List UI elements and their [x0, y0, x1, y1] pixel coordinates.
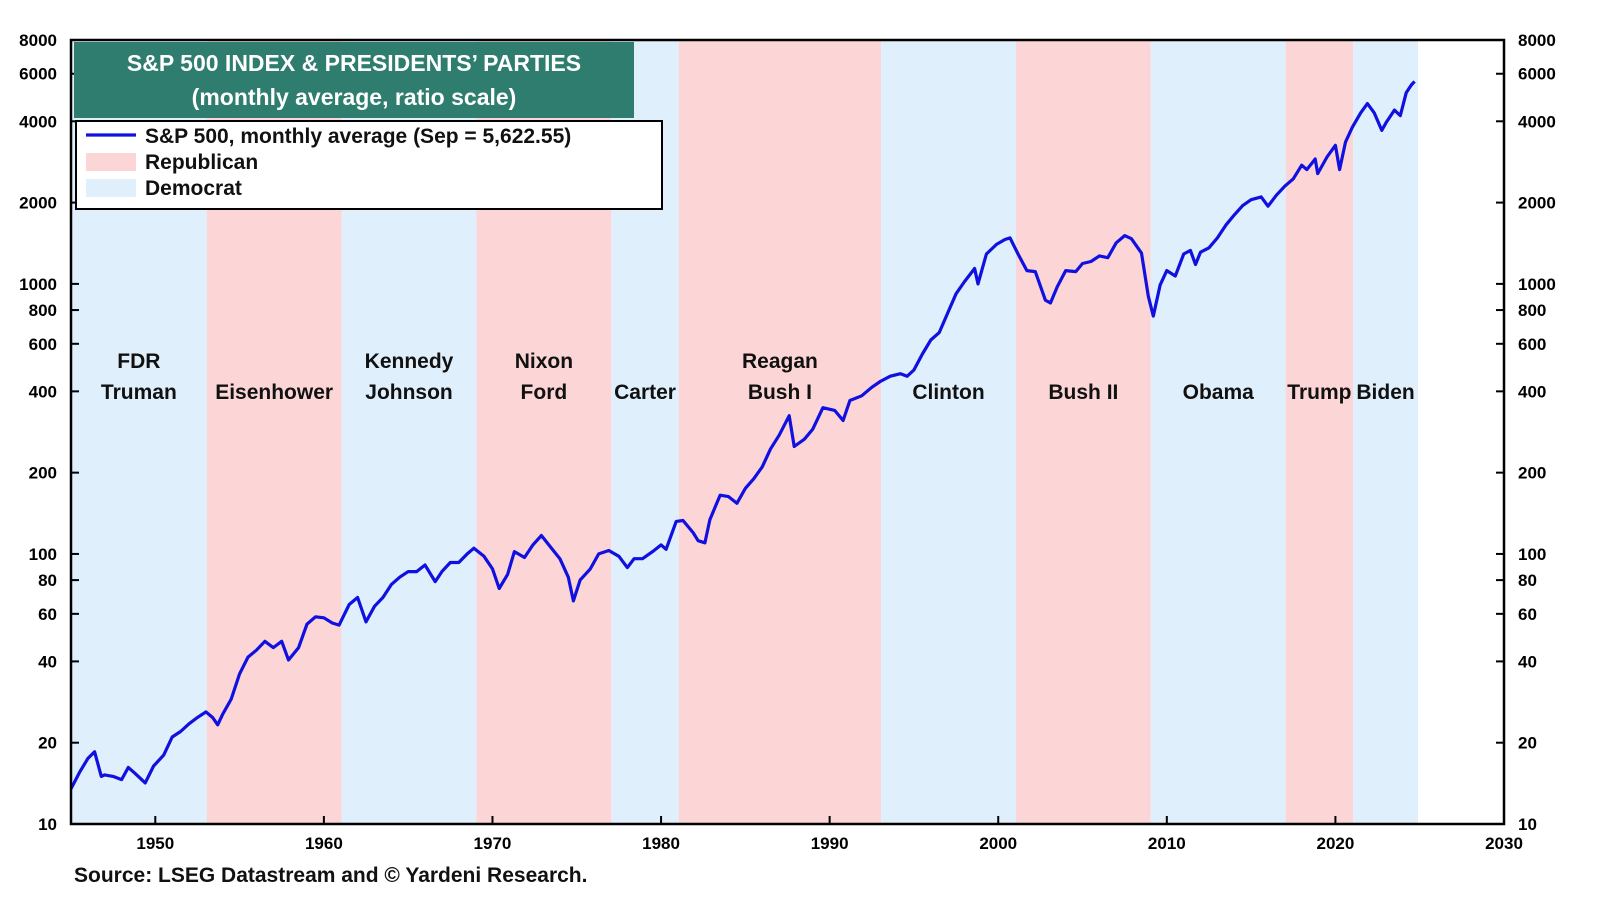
x-tick-label-4: 1990 — [811, 834, 849, 853]
y-tick-label-right-2: 40 — [1518, 652, 1537, 671]
legend: S&P 500, monthly average (Sep = 5,622.55… — [75, 120, 663, 210]
president-label-5-0: Reagan — [742, 350, 818, 373]
legend-label-democrat: Democrat — [145, 177, 242, 200]
legend-label-sp500: S&P 500, monthly average (Sep = 5,622.55… — [145, 125, 571, 148]
x-tick-label-2: 1970 — [474, 834, 512, 853]
president-label-7-0: Bush II — [1048, 381, 1118, 404]
president-label-5-1: Bush I — [748, 381, 812, 404]
x-tick-label-5: 2000 — [979, 834, 1017, 853]
president-label-9-0: Trump — [1287, 381, 1351, 404]
y-tick-label-left-6: 200 — [29, 464, 57, 483]
legend-swatch-democrat — [86, 179, 136, 197]
y-tick-label-left-14: 8000 — [19, 31, 57, 50]
chart-title: S&P 500 INDEX & PRESIDENTS’ PARTIES — [127, 50, 581, 76]
y-tick-label-left-13: 6000 — [19, 65, 57, 84]
president-label-0-1: Truman — [101, 381, 177, 404]
y-tick-label-right-4: 80 — [1518, 571, 1537, 590]
y-tick-label-right-1: 20 — [1518, 734, 1537, 753]
y-tick-label-right-13: 6000 — [1518, 65, 1556, 84]
legend-box — [75, 120, 663, 210]
y-tick-label-left-8: 600 — [29, 335, 57, 354]
y-tick-label-right-0: 10 — [1518, 815, 1537, 834]
y-tick-label-right-6: 200 — [1518, 464, 1546, 483]
chart-subtitle: (monthly average, ratio scale) — [192, 84, 517, 110]
president-label-4-0: Carter — [614, 381, 676, 404]
president-labels: FDR Truman Eisenhower Kennedy Johnson Nixon Fo… — [101, 350, 1415, 404]
y-tick-label-right-7: 400 — [1518, 382, 1546, 401]
president-label-1-0: Eisenhower — [215, 381, 333, 404]
y-tick-label-left-3: 60 — [38, 605, 57, 624]
legend-label-republican: Republican — [145, 151, 258, 174]
y-tick-label-right-10: 1000 — [1518, 275, 1556, 294]
y-tick-label-left-2: 40 — [38, 652, 57, 671]
president-label-0-0: FDR — [117, 350, 160, 373]
presidency-band-7 — [1015, 40, 1151, 824]
president-label-3-1: Ford — [521, 381, 568, 404]
plot-frame — [69, 38, 1506, 826]
presidency-band-6 — [881, 40, 1016, 824]
x-tick-label-8: 2030 — [1485, 834, 1523, 853]
y-tick-label-right-12: 4000 — [1518, 112, 1556, 131]
title-background — [74, 42, 634, 118]
y-tick-label-left-9: 800 — [29, 301, 57, 320]
y-tick-label-left-1: 20 — [38, 734, 57, 753]
y-tick-label-left-7: 400 — [29, 382, 57, 401]
president-label-8-0: Obama — [1183, 381, 1255, 404]
title-box: S&P 500 INDEX & PRESIDENTS’ PARTIES (mon… — [74, 42, 634, 118]
source-note: Source: LSEG Datastream and © Yardeni Re… — [74, 864, 588, 887]
president-label-10-0: Biden — [1356, 381, 1414, 404]
y-tick-label-right-11: 2000 — [1518, 194, 1556, 213]
y-tick-label-right-3: 60 — [1518, 605, 1537, 624]
presidency-band-8 — [1150, 40, 1286, 824]
y-tick-label-left-0: 10 — [38, 815, 57, 834]
y-tick-label-right-8: 600 — [1518, 335, 1546, 354]
y-tick-label-right-5: 100 — [1518, 545, 1546, 564]
president-label-2-0: Kennedy — [365, 350, 454, 373]
president-label-3-0: Nixon — [515, 350, 573, 373]
presidency-band-10 — [1353, 40, 1419, 824]
x-tick-label-3: 1980 — [642, 834, 680, 853]
y-tick-label-left-12: 4000 — [19, 112, 57, 131]
y-tick-label-left-10: 1000 — [19, 275, 57, 294]
x-tick-label-1: 1960 — [305, 834, 343, 853]
president-label-2-1: Johnson — [365, 381, 453, 404]
y-tick-label-left-5: 100 — [29, 545, 57, 564]
x-tick-label-7: 2020 — [1316, 834, 1354, 853]
y-tick-label-right-9: 800 — [1518, 301, 1546, 320]
y-tick-label-left-11: 2000 — [19, 194, 57, 213]
y-tick-label-right-14: 8000 — [1518, 31, 1556, 50]
y-tick-label-left-4: 80 — [38, 571, 57, 590]
sp500-line — [69, 80, 1416, 790]
legend-swatch-republican — [86, 153, 136, 171]
x-tick-label-6: 2010 — [1148, 834, 1186, 853]
president-label-6-0: Clinton — [912, 381, 984, 404]
x-tick-label-0: 1950 — [136, 834, 174, 853]
